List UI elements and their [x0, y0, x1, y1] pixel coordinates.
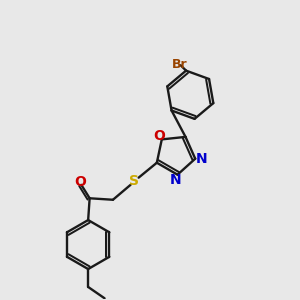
Text: O: O: [74, 176, 86, 189]
Text: N: N: [169, 173, 181, 187]
Text: N: N: [196, 152, 208, 166]
Text: O: O: [154, 129, 165, 143]
Text: S: S: [129, 174, 140, 188]
Text: Br: Br: [172, 58, 187, 70]
